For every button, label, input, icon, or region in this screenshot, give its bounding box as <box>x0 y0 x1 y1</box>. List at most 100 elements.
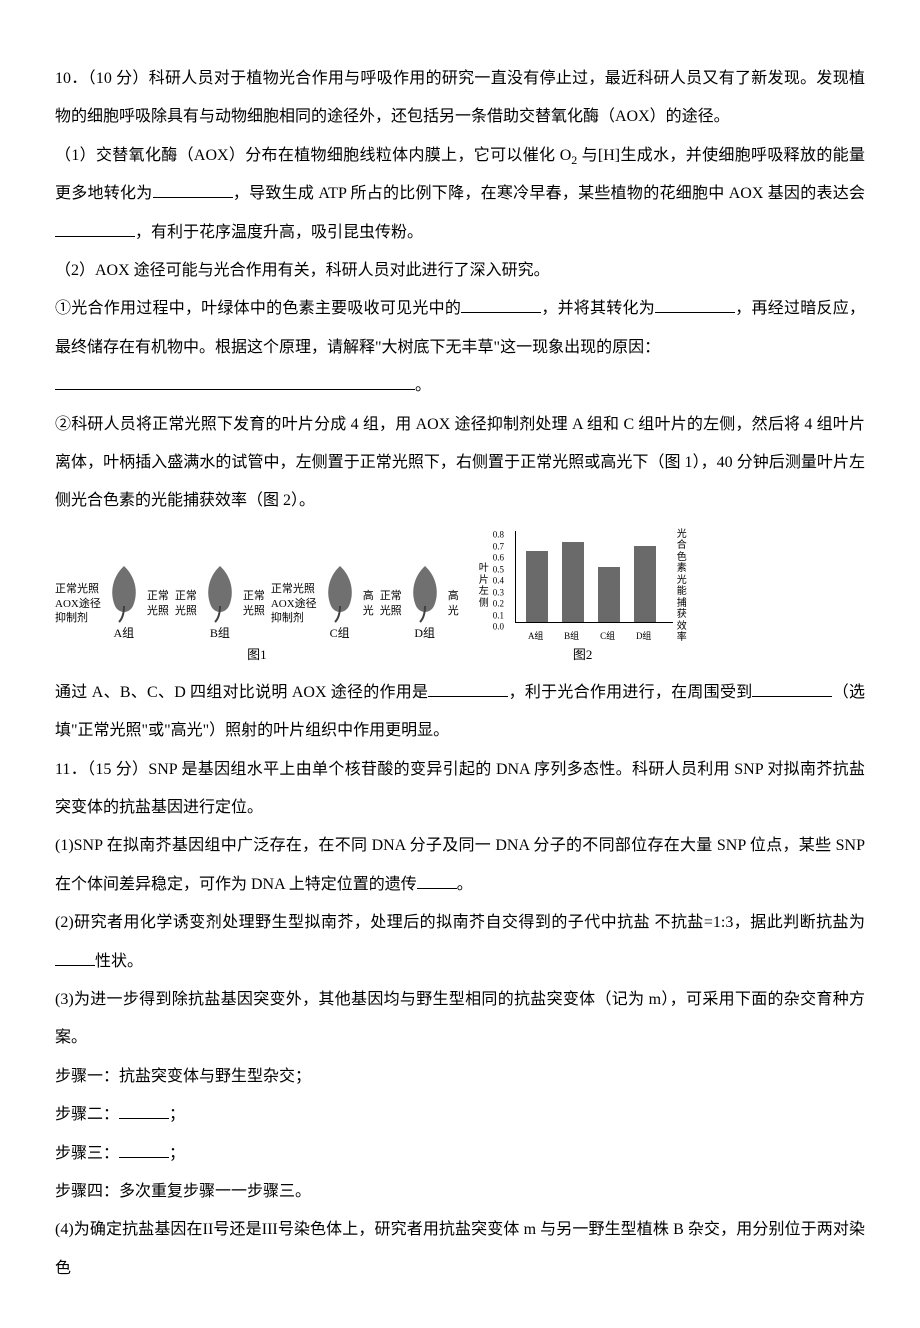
q11-p2: (2)研究者用化学诱变剂处理野生型拟南芥，处理后的拟南芥自交得到的子代中抗盐 不… <box>55 904 865 981</box>
leaf-b: B组 <box>201 564 239 644</box>
q11-p2a: (2)研究者用化学诱变剂处理野生型拟南芥，处理后的拟南芥自交得到的子代中抗盐 不… <box>55 914 865 931</box>
leaf-icon <box>321 564 359 624</box>
q11-intro: 11．（15 分）SNP 是基因组水平上由单个核苷酸的变异引起的 DNA 序列多… <box>55 751 865 828</box>
q10-p2-3b: ，利于光合作用进行，在周围受到 <box>508 684 752 701</box>
leaf-d-caption: D组 <box>414 626 435 640</box>
blank <box>752 679 832 697</box>
leaf-a-left-labels: 正常光照 AOX途径 抑制剂 <box>55 564 101 644</box>
leaf-icon <box>105 564 143 624</box>
q10-p2-1-blank-line: 。 <box>55 367 865 405</box>
fig1: 正常光照 AOX途径 抑制剂 A组 正常 光照 <box>55 564 459 644</box>
lbl: 正常 <box>243 589 265 603</box>
fig1-caption: 图1 <box>55 646 459 664</box>
lbl: 正常光照 <box>55 582 101 596</box>
leaf-a: A组 <box>105 564 143 644</box>
leaf-c-left-labels: 正常光照 AOX途径 抑制剂 <box>271 564 317 644</box>
lbl: 正常光照 <box>271 582 317 596</box>
yl: 侧 <box>479 598 489 610</box>
leaf-group-c: 正常光照 AOX途径 抑制剂 C组 高 光 <box>271 564 374 644</box>
q10-p2: （2）AOX 途径可能与光合作用有关，科研人员对此进行了深入研究。 <box>55 252 865 290</box>
leaf-d: D组 <box>406 564 444 644</box>
q11-step4: 步骤四：多次重复步骤一一步骤三。 <box>55 1173 865 1211</box>
q11-p4: (4)为确定抗盐基因在II号还是III号染色体上，研究者用抗盐突变体 m 与另一… <box>55 1211 865 1288</box>
q11-step2: 步骤二： ； <box>55 1096 865 1134</box>
blank <box>55 219 135 237</box>
yl: 左 <box>479 586 489 598</box>
yl: 率 <box>677 632 687 644</box>
q11-step2b: ； <box>169 1106 185 1123</box>
q11-step3: 步骤三：； <box>55 1135 865 1173</box>
q11-p3: (3)为进一步得到除抗盐基因突变外，其他基因均与野生型相同的抗盐突变体（记为 m… <box>55 981 865 1058</box>
leaf-b-left-labels: 正常 光照 <box>175 564 197 644</box>
leaf-a-right-labels: 正常 光照 <box>147 564 169 644</box>
leaf-group-a: 正常光照 AOX途径 抑制剂 A组 正常 光照 <box>55 564 169 644</box>
q10-p1: （1）交替氧化酶（AOX）分布在植物细胞线粒体内膜上，它可以催化 O2 与[H]… <box>55 137 865 252</box>
leaf-a-caption: A组 <box>114 626 135 640</box>
lbl: AOX途径 <box>271 597 317 611</box>
fig1-wrap: 正常光照 AOX途径 抑制剂 A组 正常 光照 <box>55 564 459 664</box>
lbl: 正常 <box>147 589 169 603</box>
lbl: 正常 <box>380 589 402 603</box>
q10-p2-1b: ，并将其转化为 <box>541 300 655 317</box>
lbl: 光照 <box>147 604 169 618</box>
blank <box>55 373 415 391</box>
yl: 片 <box>479 575 489 587</box>
q10-p1-d: ，有利于花序温度升高，吸引昆虫传粉。 <box>135 224 423 241</box>
lbl: 光 <box>363 604 374 618</box>
blank <box>119 1140 169 1158</box>
blank <box>417 871 457 889</box>
leaf-b-caption: B组 <box>210 626 230 640</box>
lbl: 光照 <box>380 604 402 618</box>
yl: 光 <box>677 529 687 541</box>
leaf-icon <box>201 564 239 624</box>
blank <box>119 1102 169 1120</box>
q10-p1-c: ，导致生成 ATP 所占的比例下降，在寒冷早春，某些植物的花细胞中 AOX 基因… <box>233 185 865 202</box>
blank <box>461 296 541 314</box>
lbl: 光照 <box>243 604 265 618</box>
q10-p2-3a: 通过 A、B、C、D 四组对比说明 AOX 途径的作用是 <box>55 684 428 701</box>
fig2: 叶 片 左 侧 0.00.10.20.30.40.50.60.70.8A组B组C… <box>479 529 687 644</box>
lbl: 高 <box>448 589 459 603</box>
figure-row: 正常光照 AOX途径 抑制剂 A组 正常 光照 <box>55 529 865 664</box>
q10-p2-2: ②科研人员将正常光照下发育的叶片分成 4 组，用 AOX 途径抑制剂处理 A 组… <box>55 406 865 521</box>
fig2-ylabel-right: 光 合 色 素 光 能 捕 获 效 率 <box>677 529 687 644</box>
blank <box>153 181 233 199</box>
lbl: 光 <box>448 604 459 618</box>
lbl: 高 <box>363 589 374 603</box>
yl: 能 <box>677 586 687 598</box>
fig2-wrap: 叶 片 左 侧 0.00.10.20.30.40.50.60.70.8A组B组C… <box>479 529 687 664</box>
yl: 合 <box>677 540 687 552</box>
yl: 捕 <box>677 598 687 610</box>
q10-p2-1a: ①光合作用过程中，叶绿体中的色素主要吸收可见光中的 <box>55 300 461 317</box>
leaf-d-left-labels: 正常 光照 <box>380 564 402 644</box>
blank <box>55 948 95 966</box>
yl: 效 <box>677 621 687 633</box>
lbl: AOX途径 <box>55 597 101 611</box>
blank <box>655 296 735 314</box>
fig2-ylabel-left: 叶 片 左 侧 <box>479 563 489 609</box>
leaf-c-right-labels: 高 光 <box>363 564 374 644</box>
yl: 光 <box>677 575 687 587</box>
lbl: 抑制剂 <box>271 611 317 625</box>
q11-p2b: 性状。 <box>95 953 143 970</box>
q11-step3b: ； <box>169 1145 185 1162</box>
q11-p1: (1)SNP 在拟南芥基因组中广泛存在，在不同 DNA 分子及同一 DNA 分子… <box>55 827 865 904</box>
leaf-group-d: 正常 光照 D组 高 光 <box>380 564 459 644</box>
yl: 叶 <box>479 563 489 575</box>
q10-p1-a: （1）交替氧化酶（AOX）分布在植物细胞线粒体内膜上，它可以催化 O <box>55 147 571 164</box>
yl: 色 <box>677 552 687 564</box>
bar-chart: 0.00.10.20.30.40.50.60.70.8A组B组C组D组 <box>493 531 673 641</box>
q10-p2-1d: 。 <box>415 377 431 394</box>
leaf-d-right-labels: 高 光 <box>448 564 459 644</box>
q10-intro: 10．（10 分）科研人员对于植物光合作用与呼吸作用的研究一直没有停止过，最近科… <box>55 60 865 137</box>
fig2-caption: 图2 <box>573 646 593 664</box>
leaf-b-right-labels: 正常 光照 <box>243 564 265 644</box>
yl: 素 <box>677 563 687 575</box>
q10-p2-1: ①光合作用过程中，叶绿体中的色素主要吸收可见光中的，并将其转化为，再经过暗反应，… <box>55 290 865 367</box>
lbl: 光照 <box>175 604 197 618</box>
q11-p1b: 。 <box>457 876 473 893</box>
q11-step2a: 步骤二： <box>55 1106 119 1123</box>
leaf-group-b: 正常 光照 B组 正常 光照 <box>175 564 265 644</box>
yl: 获 <box>677 609 687 621</box>
leaf-icon <box>406 564 444 624</box>
